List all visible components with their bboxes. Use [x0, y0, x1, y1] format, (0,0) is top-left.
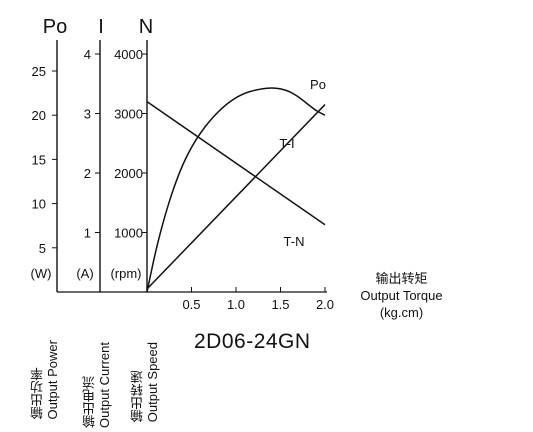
series-label-t-i: T-I	[279, 136, 294, 151]
axis-tick-label-i: 4	[84, 47, 91, 62]
axis-tick-label-i: 2	[84, 166, 91, 181]
axis-tick-label-po: 15	[32, 152, 46, 167]
series-line-t-i	[146, 104, 326, 290]
axis-tick-label-i: 3	[84, 107, 91, 122]
current-axis-title: 输出电流 Output Current	[82, 342, 112, 428]
axis-symbol-i: I	[98, 16, 104, 38]
x-tick-label: 0.5	[182, 297, 200, 312]
axis-symbol-po: Po	[43, 16, 67, 38]
axis-tick-label-i: 1	[84, 226, 91, 241]
series-label-t-n: T-N	[284, 234, 305, 249]
motor-model-label: 2D06-24GN	[194, 330, 311, 353]
torque-axis-title-cn: 输出转矩	[375, 271, 428, 286]
current-axis-title-en: Output Current	[97, 342, 112, 428]
axis-tick-label-n: 1000	[114, 226, 143, 241]
axis-tick-label-po: 20	[32, 108, 46, 123]
axis-tick-label-po: 10	[32, 197, 46, 212]
x-tick-label: 1.5	[271, 297, 289, 312]
power-axis-title: 输出功率 Output Power	[30, 340, 60, 420]
axis-tick-label-n: 3000	[114, 107, 143, 122]
axis-tick-label-n: 2000	[114, 166, 143, 181]
torque-axis-title: 输出转矩 Output Torque (kg.cm)	[344, 270, 459, 321]
axis-tick-label-po: 25	[32, 64, 46, 79]
torque-axis-title-en: Output Torque	[360, 288, 443, 303]
torque-axis-unit: (kg.cm)	[379, 305, 424, 320]
series-label-po: Po	[310, 77, 326, 92]
x-tick-label: 1.0	[227, 297, 245, 312]
axis-unit-po: (W)	[31, 266, 52, 281]
current-axis-title-cn: 输出电流	[82, 376, 97, 428]
axis-tick-label-n: 4000	[114, 47, 143, 62]
axis-unit-i: (A)	[76, 266, 93, 281]
axis-symbol-n: N	[139, 16, 153, 38]
speed-axis-title-en: Output Speed	[145, 342, 160, 423]
power-axis-title-en: Output Power	[45, 340, 60, 420]
speed-axis-title: 输出转速 Output Speed	[130, 342, 160, 422]
x-tick-label: 2.0	[316, 297, 334, 312]
speed-axis-title-cn: 输出转速	[130, 370, 145, 423]
series-line-po	[146, 87, 326, 293]
power-axis-title-cn: 输出功率	[30, 367, 45, 420]
series-line-t-n	[146, 100, 326, 226]
axis-tick-label-po: 5	[39, 241, 46, 256]
axis-unit-n: (rpm)	[110, 266, 141, 281]
